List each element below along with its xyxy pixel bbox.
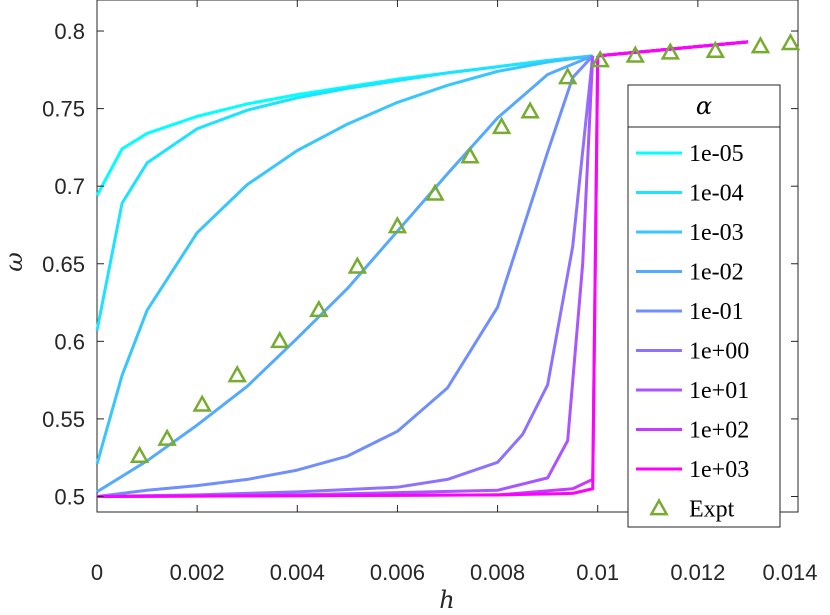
legend-label-1e+02: 1e+02 — [689, 418, 749, 444]
expt-point — [309, 299, 329, 318]
legend-label-1e+03: 1e+03 — [689, 457, 749, 483]
legend-box — [627, 84, 781, 528]
axes-layer: 0 0.002 0.004 0.006 0.008 0.01 0.012 0.014 0.5 0.… — [42, 0, 818, 585]
expt-point — [270, 330, 290, 349]
x-tick-label: 0 — [91, 560, 103, 585]
expt-point — [347, 256, 368, 274]
y-tick-label: 0.55 — [42, 407, 85, 432]
expt-point — [129, 445, 150, 463]
y-tick-label: 0.7 — [54, 174, 85, 199]
legend-swatch-expt — [649, 497, 669, 516]
expt-point — [520, 101, 540, 119]
legend-entries: 1e-05 1e-04 1e-03 1e-02 1e-01 1e+00 1e+01 1e+02… — [636, 141, 749, 523]
expt-point — [590, 49, 610, 68]
expt-point — [425, 183, 445, 201]
expt-point — [557, 67, 578, 85]
series-line-1e-01 — [96, 54, 594, 498]
legend-label-1e-02: 1e-02 — [689, 260, 744, 286]
legend-label-1e-03: 1e-03 — [689, 220, 744, 246]
expt-point — [491, 116, 512, 135]
x-tick-label: 0.004 — [270, 560, 325, 585]
expt-point — [750, 35, 771, 54]
expt-point — [227, 364, 247, 383]
legend-label-1e-04: 1e-04 — [689, 181, 744, 207]
x-tick-label: 0.014 — [762, 560, 817, 585]
y-tick-label: 0.5 — [54, 484, 85, 509]
y-tick-label: 0.65 — [42, 252, 85, 277]
x-tick-label: 0.008 — [470, 560, 525, 585]
expt-point — [780, 32, 801, 51]
legend-label-1e-05: 1e-05 — [689, 141, 744, 167]
y-tick-label: 0.8 — [54, 19, 85, 44]
legend-title: α — [696, 92, 712, 120]
legend: α 1e-05 1e-04 1e-03 1e-02 1e-01 1e+00 1e+01 1e+… — [627, 84, 781, 528]
expt-point — [625, 45, 645, 63]
x-tick-label: 0.012 — [670, 560, 725, 585]
series-line-1e-02 — [96, 54, 594, 494]
legend-label-1e+00: 1e+00 — [689, 339, 749, 365]
series-line-1e-03 — [95, 54, 593, 465]
x-axis-label: h — [439, 586, 454, 614]
series-line-1e-04 — [95, 54, 593, 331]
expt-point — [157, 428, 177, 446]
y-tick-label: 0.75 — [42, 97, 85, 122]
y-axis-label: ω — [0, 252, 28, 272]
legend-label-1e-01: 1e-01 — [689, 299, 744, 325]
legend-label-expt: Expt — [689, 497, 735, 523]
series-line-1e+03 — [96, 55, 600, 498]
expt-point — [387, 215, 408, 234]
expt-point — [192, 394, 212, 412]
legend-label-1e+01: 1e+01 — [689, 378, 749, 404]
x-tick-label: 0.002 — [170, 560, 225, 585]
x-tick-label: 0.01 — [576, 560, 619, 585]
y-tick-label: 0.6 — [54, 329, 85, 354]
expt-point — [660, 42, 681, 60]
x-tick-label: 0.006 — [370, 560, 425, 585]
expt-point — [460, 146, 480, 164]
expt-point — [705, 40, 726, 59]
series-line-1e+00 — [96, 55, 595, 498]
series-layer — [95, 32, 801, 498]
